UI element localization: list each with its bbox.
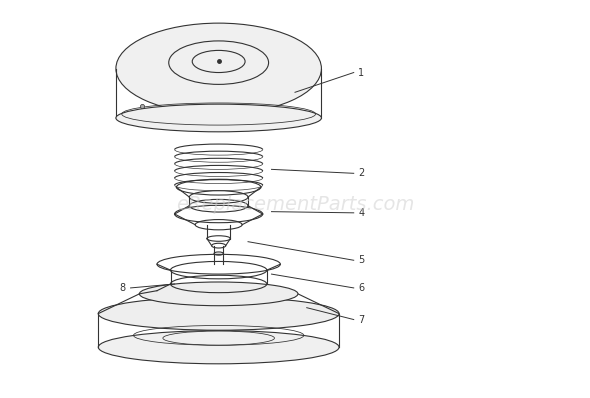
Text: 5: 5 [358, 255, 365, 265]
Ellipse shape [116, 104, 322, 132]
Ellipse shape [99, 297, 339, 330]
Ellipse shape [139, 282, 298, 306]
Text: 6: 6 [358, 283, 365, 293]
Text: 7: 7 [358, 314, 365, 324]
Text: eReplacementParts.com: eReplacementParts.com [176, 195, 414, 215]
Text: 4: 4 [358, 208, 365, 218]
Text: 1: 1 [358, 68, 365, 78]
Text: 8: 8 [120, 283, 126, 293]
Text: 2: 2 [358, 168, 365, 178]
Ellipse shape [116, 23, 322, 114]
Ellipse shape [99, 331, 339, 364]
